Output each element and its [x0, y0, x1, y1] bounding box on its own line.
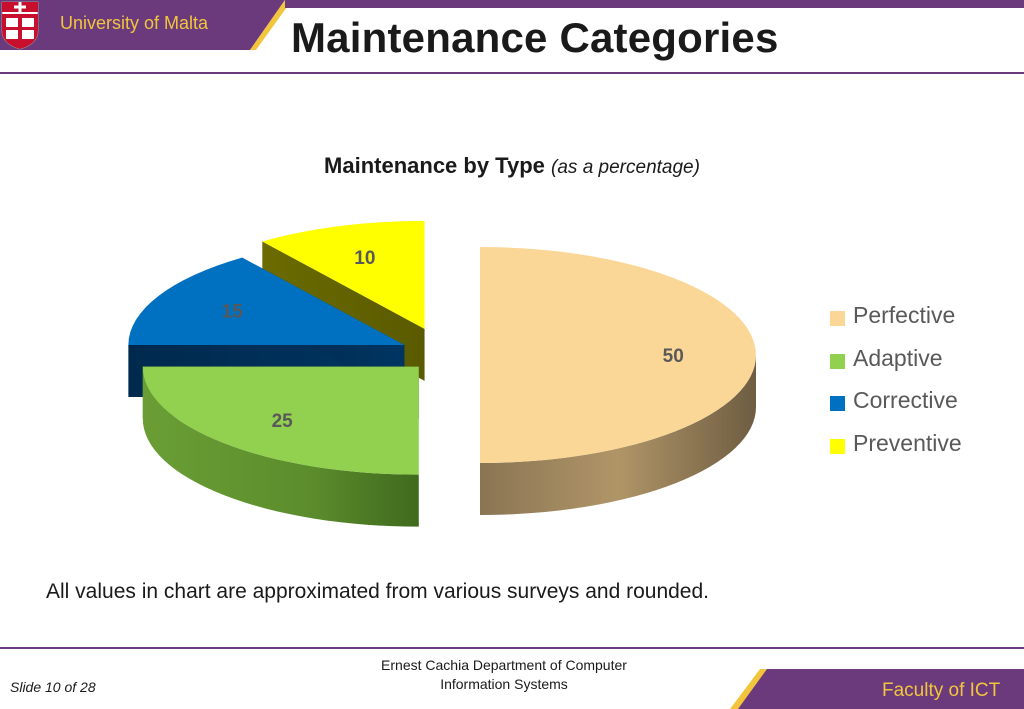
data-label-perfective: 50 — [663, 346, 684, 367]
chart-note: All values in chart are approximated fro… — [46, 580, 709, 603]
legend-swatch — [830, 438, 845, 454]
footer-divider — [0, 647, 1024, 649]
pie-data-labels: 50 25 15 10 — [222, 248, 684, 432]
university-crest-icon — [1, 1, 39, 50]
data-label-corrective: 15 — [222, 302, 244, 323]
pie-slice-side — [142, 366, 419, 527]
data-label-adaptive: 25 — [272, 411, 294, 432]
header-band: University of Malta Maintenance Categori… — [0, 0, 1024, 76]
pie-slice-perfective — [480, 247, 756, 515]
pie-slice-top — [480, 247, 756, 463]
chart-title-main: Maintenance by Type — [324, 153, 545, 178]
pie-slices — [128, 220, 756, 527]
header-decoration — [0, 0, 1024, 74]
department-name: Ernest Cachia Department of Computer Inf… — [381, 657, 627, 692]
legend-label: Preventive — [853, 429, 962, 456]
legend-swatch — [830, 396, 845, 411]
legend-swatch — [830, 311, 845, 326]
legend-label: Adaptive — [853, 344, 943, 371]
slide-number: Slide 10 of 28 — [10, 679, 96, 695]
legend-label: Corrective — [853, 387, 958, 413]
faculty-name: Faculty of ICT — [882, 680, 1001, 701]
university-name: University of Malta — [60, 13, 209, 33]
data-label-preventive: 10 — [354, 248, 375, 269]
pie-slice-top — [142, 366, 419, 475]
chart-title: Maintenance by Type (as a percentage) — [0, 153, 1024, 179]
pie-slice-side — [480, 355, 756, 515]
legend-label: Perfective — [853, 302, 956, 328]
pie-slice-top — [262, 220, 425, 329]
chart-title-subtitle: (as a percentage) — [551, 157, 700, 178]
pie-slice-adaptive — [142, 366, 419, 527]
slide-title: Maintenance Categories — [291, 14, 779, 61]
legend-swatch — [830, 353, 845, 369]
footer-decoration — [730, 669, 1024, 709]
pie-slice-top — [128, 257, 405, 346]
